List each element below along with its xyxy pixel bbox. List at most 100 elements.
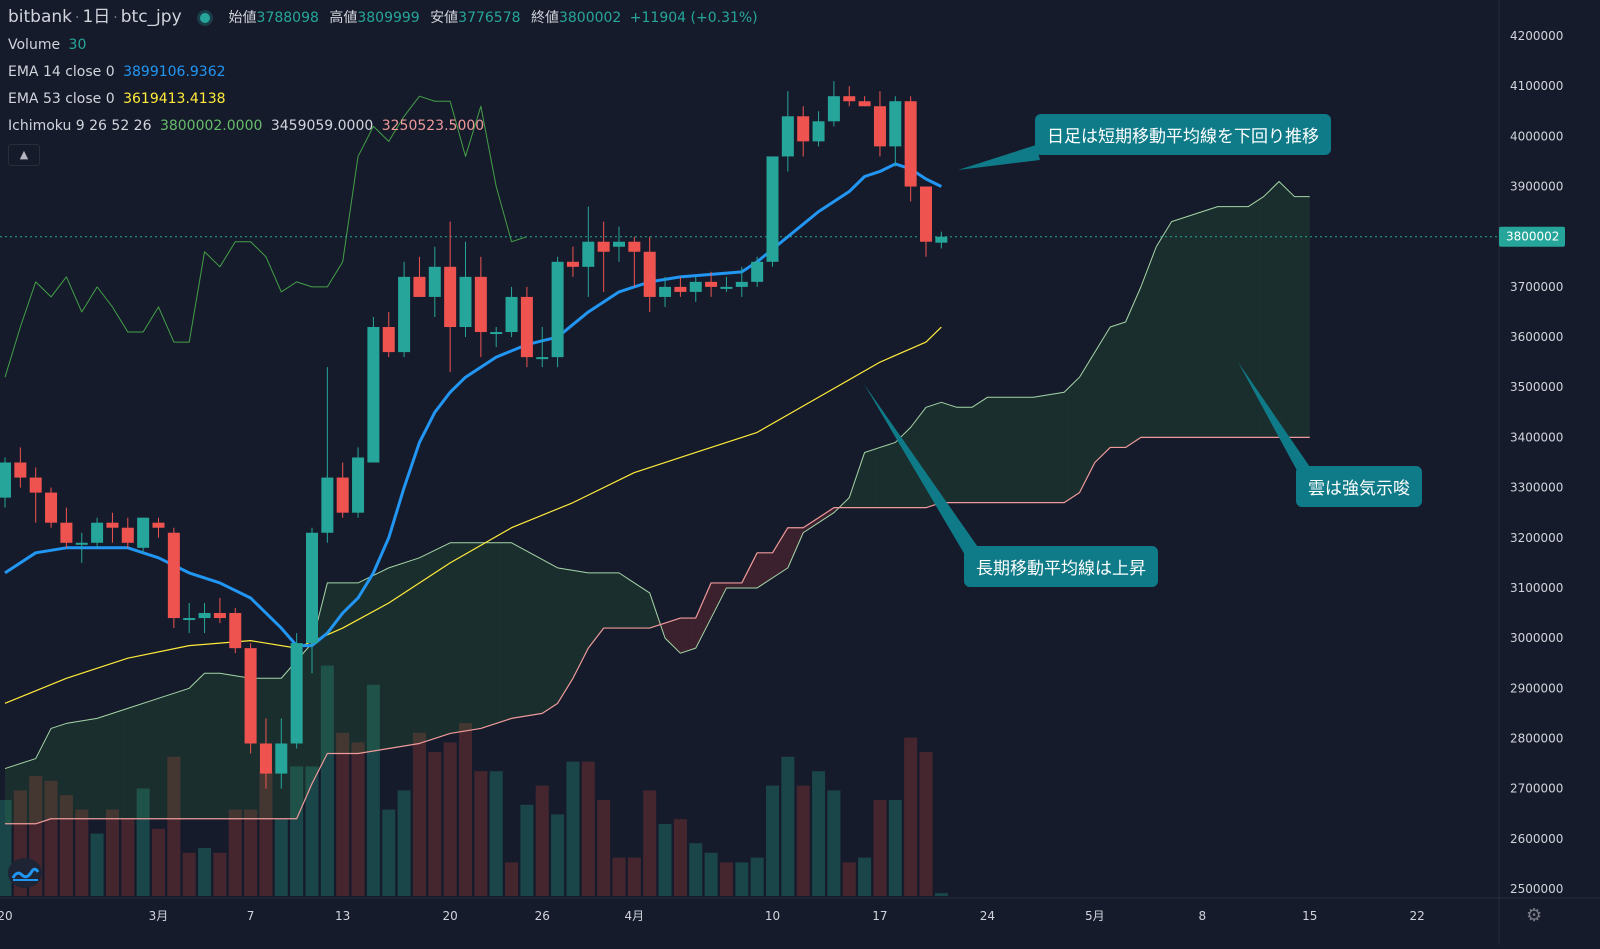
volume-bar	[581, 761, 595, 896]
volume-bar	[167, 756, 181, 896]
cloud-segment	[557, 567, 566, 704]
cloud-segment	[611, 572, 619, 629]
candle	[566, 246, 579, 277]
candle-body	[474, 276, 487, 333]
candle	[781, 91, 794, 172]
exchange-name[interactable]: bitbank	[8, 7, 73, 27]
candle	[920, 186, 932, 257]
legend-collapse-button[interactable]: ▲	[8, 144, 40, 166]
candle	[275, 718, 288, 789]
candle	[935, 231, 948, 249]
candle	[29, 467, 42, 523]
volume-bar	[443, 742, 457, 896]
volume-bar	[412, 732, 426, 896]
cloud-segment	[1110, 324, 1118, 448]
cloud-segment	[480, 542, 489, 729]
price-tick-label: 3000000	[1510, 631, 1563, 645]
volume-bar	[842, 862, 856, 896]
symbol-name[interactable]: btc_jpy	[120, 7, 182, 27]
cloud-segment	[20, 761, 29, 824]
volume-bar	[274, 819, 288, 896]
candle	[183, 602, 196, 634]
candle-body	[674, 286, 687, 292]
time-tick-label: 3月	[149, 909, 169, 923]
cloud-segment	[404, 560, 412, 746]
volume-bar	[827, 790, 841, 896]
callout-long-ma-text: 長期移動平均線は上昇	[976, 559, 1146, 579]
volume-bar	[704, 852, 718, 896]
candle	[904, 96, 917, 202]
cloud-segment	[327, 582, 336, 754]
candle-body	[306, 532, 318, 644]
interval-label[interactable]: 1日	[82, 7, 111, 27]
cloud-segment	[634, 582, 643, 629]
ichimoku-cloud	[5, 181, 1310, 824]
cloud-segment	[419, 554, 428, 744]
candle-body	[367, 327, 380, 463]
volume-bar	[75, 809, 89, 896]
price-tick-label: 3300000	[1510, 481, 1563, 495]
callout-cloud-pointer	[1238, 362, 1312, 476]
cloud-segment	[1002, 397, 1011, 503]
ema14-legend[interactable]: EMA 14 close 0 3899106.9362	[8, 59, 758, 86]
candle	[367, 316, 380, 463]
candle	[60, 507, 73, 548]
candle-body	[213, 613, 226, 619]
cloud-segment	[1094, 339, 1103, 463]
ema53-legend[interactable]: EMA 53 close 0 3619413.4138	[8, 86, 758, 113]
cloud-segment	[381, 567, 389, 750]
settings-gear-icon[interactable]: ⚙	[1526, 905, 1543, 926]
callout-long-ma: 長期移動平均線は上昇	[964, 546, 1158, 587]
cloud-segment	[5, 766, 13, 824]
cloud-segment	[166, 693, 174, 819]
volume-bar	[428, 752, 442, 896]
cloud-segment	[780, 527, 788, 573]
cloud-segment	[104, 713, 113, 819]
candle-body	[198, 613, 211, 619]
candle-body	[490, 332, 503, 335]
cloud-segment	[51, 725, 59, 819]
cloud-segment	[688, 618, 696, 651]
candle	[889, 96, 902, 167]
cloud-segment	[1217, 206, 1226, 438]
candle	[628, 236, 641, 287]
cloud-segment	[1256, 196, 1264, 438]
tradingview-logo-icon[interactable]	[8, 858, 42, 888]
time-tick-label: 22	[1410, 909, 1425, 923]
cloud-segment	[150, 698, 159, 819]
cloud-segment	[1087, 352, 1095, 478]
ichimoku-value-1: 3800002.0000	[159, 118, 263, 134]
volume-bar	[812, 771, 826, 896]
candle-body	[520, 296, 533, 358]
candle-body	[720, 286, 733, 289]
volume-bar	[351, 742, 365, 896]
cloud-segment	[1102, 327, 1111, 455]
time-tick-label: 5月	[1085, 909, 1105, 923]
cloud-segment	[818, 512, 827, 523]
volume-bar	[489, 771, 503, 896]
cloud-segment	[987, 397, 996, 503]
volume-bar	[459, 723, 472, 896]
cloud-segment	[227, 674, 236, 819]
candle	[382, 311, 395, 358]
cloud-segment	[43, 728, 52, 822]
cloud-segment	[189, 680, 197, 819]
ichimoku-legend[interactable]: Ichimoku 9 26 52 26 3800002.0000 3459059…	[8, 113, 758, 140]
chevron-up-icon: ▲	[19, 148, 29, 161]
cloud-segment	[373, 571, 382, 752]
volume-bar	[397, 790, 411, 896]
cloud-segment	[979, 397, 988, 503]
volume-bar	[597, 800, 611, 896]
candle	[45, 487, 58, 528]
time-tick-label: 17	[872, 909, 887, 923]
cloud-segment	[358, 579, 366, 754]
volume-legend[interactable]: Volume 30	[8, 32, 758, 59]
cloud-segment	[1056, 392, 1065, 503]
candle	[106, 512, 119, 543]
cloud-segment	[1194, 211, 1203, 438]
callout-short-ma: 日足は短期移動平均線を下回り推移	[1035, 114, 1331, 155]
cloud-segment	[534, 555, 543, 715]
candle-body	[75, 542, 88, 545]
